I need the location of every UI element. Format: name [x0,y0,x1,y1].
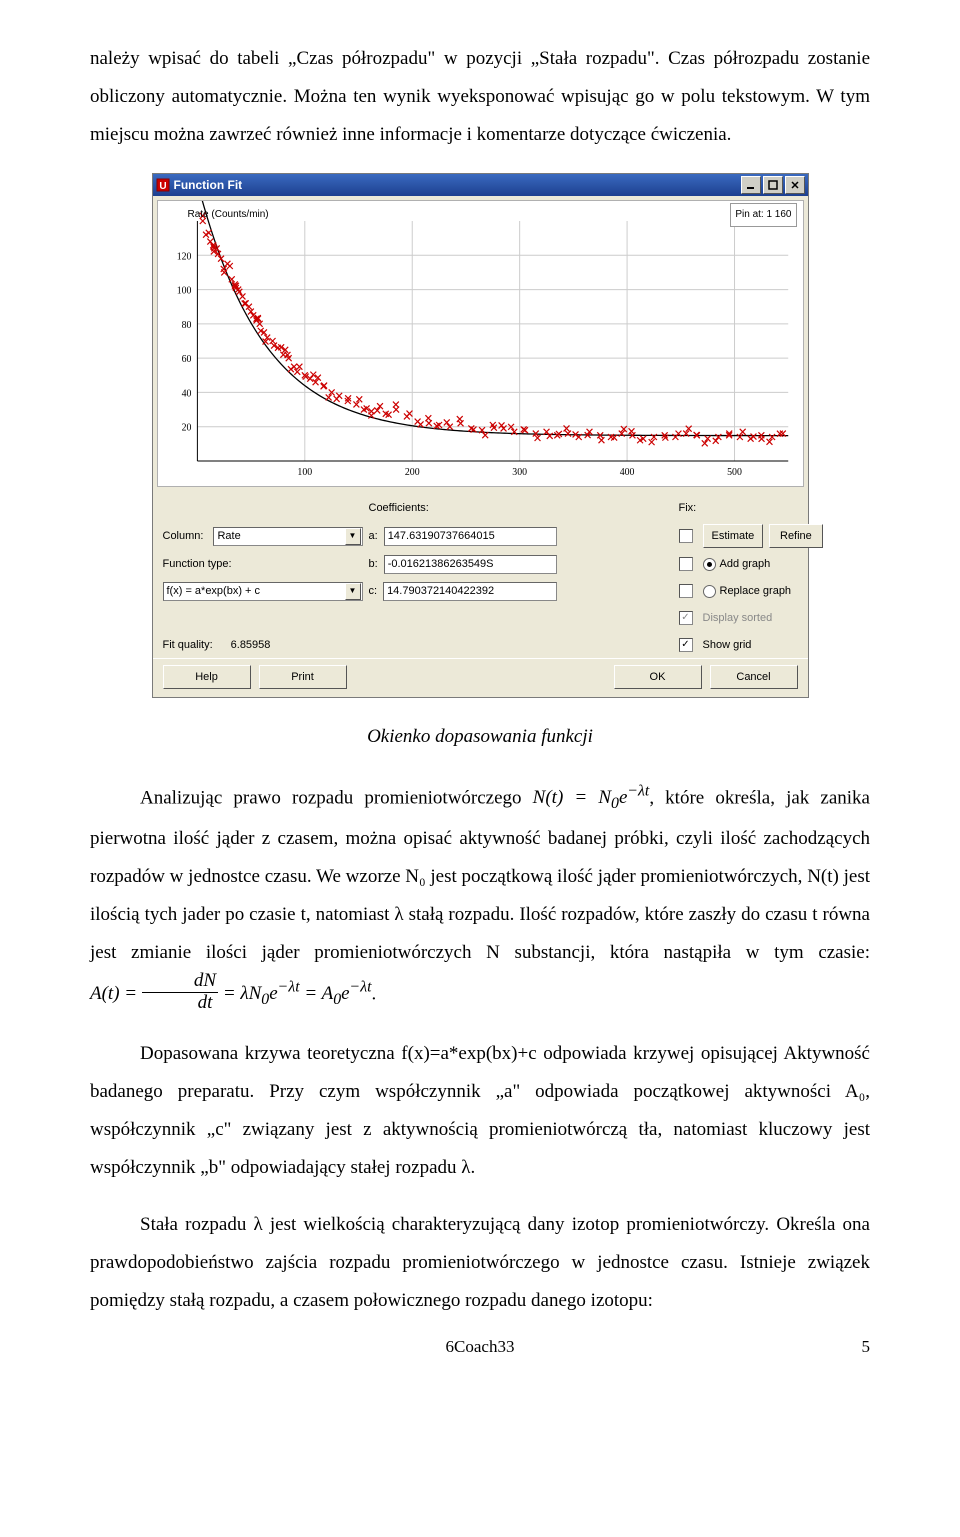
coefficients-label: Coefficients: [369,497,557,519]
fix-a-checkbox[interactable] [679,529,693,543]
function-type-value: f(x) = a*exp(bx) + c [167,580,261,602]
display-sorted-label: Display sorted [703,607,823,629]
paragraph-3: Dopasowana krzywa teoretyczna f(x)=a*exp… [90,1035,870,1187]
svg-text:400: 400 [619,467,634,478]
figure-caption: Okienko dopasowania funkcji [90,718,870,756]
chevron-down-icon: ▼ [345,583,361,600]
y-axis-label: Rate (Counts/min) [188,205,269,225]
cancel-button[interactable]: Cancel [710,665,798,689]
coef-a-input[interactable]: 147.63190737664015 [384,527,557,546]
svg-text:40: 40 [181,388,191,399]
fit-quality-label: Fit quality: [163,634,213,656]
coef-c-input[interactable]: 14.790372140422392 [383,582,556,601]
replace-graph-label: Replace graph [720,580,792,602]
show-grid-label: Show grid [703,634,823,656]
chart-svg: 100 200 300 400 500 20 40 60 80 100 120 [158,201,803,486]
page-footer: 6Coach33 5 [90,1330,870,1364]
dialog-button-bar: Help Print OK Cancel [153,658,808,697]
para2-text-a: Analizując prawo rozpadu promieniotwórcz… [140,787,533,808]
estimate-button[interactable]: Estimate [703,524,764,548]
minimize-button[interactable] [741,176,761,194]
svg-text:100: 100 [297,467,312,478]
column-value: Rate [217,525,240,547]
coef-c-value: 14.790372140422392 [387,580,494,602]
formula-activity: A(t) = dNdt = λN0e−λt = A0e−λt [90,983,371,1004]
window-title: Function Fit [174,173,243,197]
fix-label: Fix: [679,497,697,519]
footer-center-text: 6Coach33 [90,1330,870,1364]
para2-text-b: , które określa, jak zanika pierwotna il… [90,787,870,962]
print-button[interactable]: Print [259,665,347,689]
svg-text:60: 60 [181,354,191,365]
coef-b-input[interactable]: -0.01621386263549S [384,555,557,574]
coef-a-label: a: [369,525,378,547]
app-icon: U [156,178,170,192]
coef-b-label: b: [369,553,378,575]
window-titlebar: U Function Fit [153,174,808,196]
svg-text:500: 500 [727,467,742,478]
add-graph-radio[interactable] [703,558,716,571]
page-number: 5 [862,1330,871,1364]
paragraph-1: należy wpisać do tabeli „Czas półrozpadu… [90,40,870,154]
svg-text:120: 120 [176,251,191,262]
help-button[interactable]: Help [163,665,251,689]
column-label: Column: [163,525,204,547]
svg-text:80: 80 [181,320,191,331]
coef-c-label: c: [369,580,378,602]
fix-b-checkbox[interactable] [679,557,693,571]
fit-quality-value: 6.85958 [231,634,271,656]
paragraph-4: Stała rozpadu λ jest wielkością charakte… [90,1206,870,1320]
formula-decay-law: N(t) = N0e−λt [533,787,650,808]
fix-c-checkbox[interactable] [679,584,693,598]
svg-text:20: 20 [181,423,191,434]
replace-graph-radio[interactable] [703,585,716,598]
svg-text:200: 200 [404,467,419,478]
chart-plot-area: Pin at: 1 160 Rate (Counts/min) 100 200 30… [157,200,804,487]
add-graph-label: Add graph [720,553,771,575]
display-sorted-checkbox[interactable]: ✓ [679,611,693,625]
function-type-dropdown[interactable]: f(x) = a*exp(bx) + c ▼ [163,582,363,601]
close-button[interactable] [785,176,805,194]
svg-text:U: U [159,181,166,192]
show-grid-checkbox[interactable]: ✓ [679,638,693,652]
pin-indicator: Pin at: 1 160 [730,203,796,227]
coef-b-value: -0.01621386263549S [388,553,494,575]
svg-text:300: 300 [512,467,527,478]
function-fit-window: U Function Fit Pin at: 1 160 Rate (Count… [152,173,809,698]
ok-button[interactable]: OK [614,665,702,689]
chevron-down-icon: ▼ [345,528,361,545]
column-dropdown[interactable]: Rate ▼ [213,527,362,546]
refine-button[interactable]: Refine [769,524,822,548]
coef-a-value: 147.63190737664015 [388,525,495,547]
function-type-label: Function type: [163,553,363,575]
fit-controls-panel: Coefficients: Fix: Column: Rate ▼ a: 147… [153,491,808,658]
paragraph-2: Analizując prawo rozpadu promieniotwórcz… [90,776,870,1016]
maximize-button[interactable] [763,176,783,194]
svg-text:100: 100 [176,286,191,297]
